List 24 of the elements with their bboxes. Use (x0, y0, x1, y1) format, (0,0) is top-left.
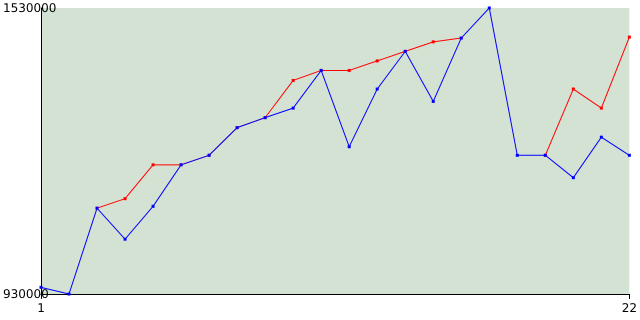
point (292, 106, 295, 110)
point (572, 88, 575, 91)
point (376, 88, 379, 91)
point (68, 292, 71, 296)
point (348, 145, 351, 148)
point (628, 154, 631, 157)
point (600, 106, 603, 110)
point (516, 154, 519, 157)
point (152, 204, 155, 208)
point (348, 68, 351, 72)
point (292, 78, 295, 82)
point (152, 163, 155, 166)
point (600, 136, 603, 139)
point (432, 40, 435, 44)
point (488, 6, 491, 10)
x-tick-label: 1 (37, 301, 45, 315)
x-tick-label: 22 (622, 301, 638, 315)
y-tick-label: 1530000 (3, 1, 56, 15)
point (432, 100, 435, 103)
point (376, 59, 379, 62)
point (124, 197, 127, 200)
point (628, 36, 631, 39)
point (572, 176, 575, 180)
point (124, 238, 127, 241)
